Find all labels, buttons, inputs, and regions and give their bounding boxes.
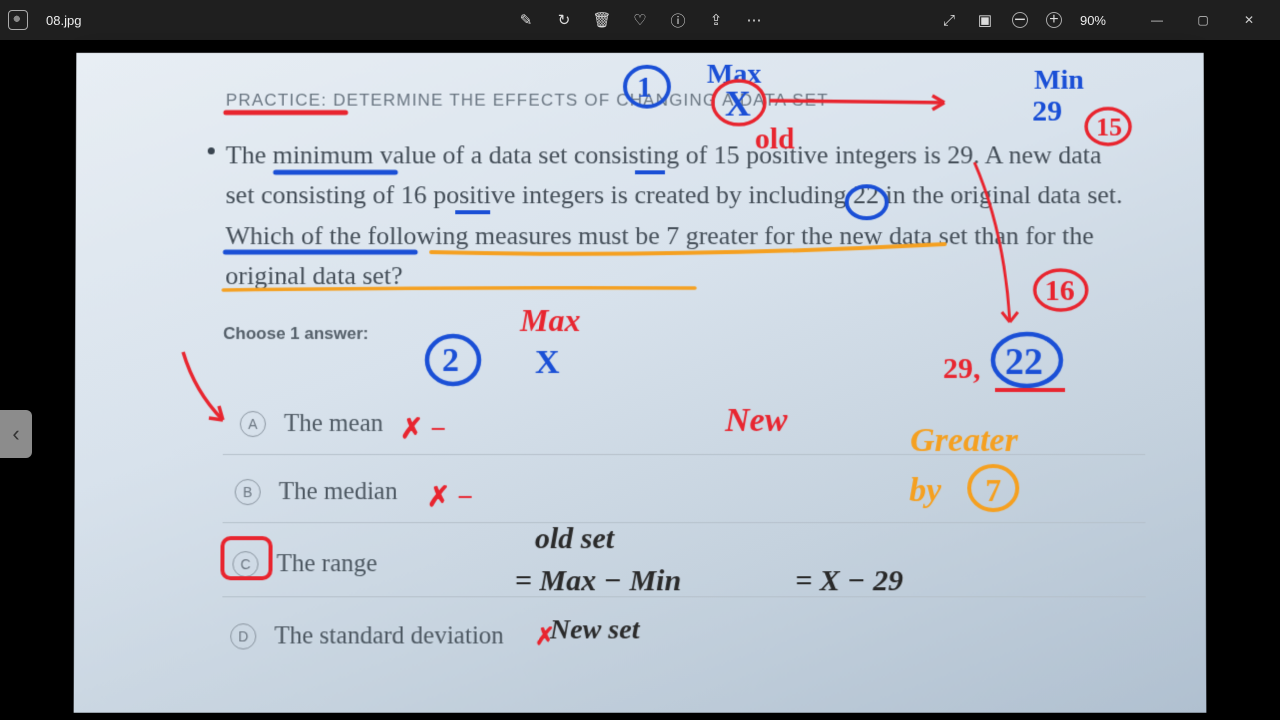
- edit-icon[interactable]: ✎: [517, 11, 535, 29]
- zoom-out-icon[interactable]: −: [1012, 12, 1028, 28]
- more-icon[interactable]: ⋯: [745, 11, 763, 29]
- maximize-button[interactable]: ▢: [1180, 4, 1226, 36]
- anno-29-top: 29: [1032, 95, 1062, 129]
- bullet: [208, 147, 215, 154]
- titlebar-center-toolbar: ✎ ↻ 🗑 ♡ ⓘ ⇪ ⋯: [517, 11, 763, 29]
- anno-xmark-d: ✗: [535, 622, 555, 651]
- minimize-button[interactable]: —: [1134, 4, 1180, 36]
- zoom-percentage: 90%: [1080, 13, 1106, 28]
- anno-two: 2: [442, 342, 459, 380]
- window-controls: — ▢ ✕: [1134, 4, 1272, 36]
- image-viewer: ‹ PRACTICE: DETERMINE THE EFFECTS OF CHA…: [0, 40, 1280, 720]
- answer-a-label: The mean: [284, 410, 383, 438]
- titlebar-left: 08.jpg: [8, 10, 81, 30]
- anno-xmark-b: ✗ −: [427, 480, 474, 514]
- practice-heading: PRACTICE: DETERMINE THE EFFECTS OF CHANG…: [226, 91, 829, 111]
- zoom-in-icon[interactable]: +: [1046, 12, 1062, 28]
- rotate-icon[interactable]: ↻: [555, 11, 573, 29]
- answer-d-label: The standard deviation: [274, 622, 504, 650]
- titlebar: 08.jpg ✎ ↻ 🗑 ♡ ⓘ ⇪ ⋯ ⤢ ▣ − + 90% — ▢ ✕: [0, 0, 1280, 40]
- anno-oldset: old set: [535, 522, 614, 556]
- titlebar-right: ⤢ ▣ − + 90% — ▢ ✕: [940, 4, 1272, 36]
- fullscreen-icon[interactable]: ⤢: [940, 11, 958, 29]
- anno-newset: New set: [550, 614, 640, 646]
- anno-formula2: = X − 29: [795, 564, 903, 598]
- delete-icon[interactable]: 🗑: [593, 11, 611, 29]
- answer-c-label: The range: [276, 550, 377, 578]
- filename-label: 08.jpg: [46, 13, 81, 28]
- answer-a-letter: A: [240, 411, 266, 437]
- choose-label: Choose 1 answer:: [223, 324, 368, 344]
- divider: [223, 522, 1146, 523]
- previous-image-button[interactable]: ‹: [0, 410, 32, 458]
- close-button[interactable]: ✕: [1226, 4, 1272, 36]
- info-icon[interactable]: ⓘ: [669, 11, 687, 29]
- divider: [222, 596, 1145, 597]
- anno-formula1: = Max − Min: [515, 564, 681, 598]
- divider: [223, 454, 1145, 455]
- answer-b-label: The median: [279, 478, 398, 506]
- anno-new: New: [725, 402, 787, 440]
- answer-a[interactable]: A The mean: [240, 410, 383, 438]
- anno-xmark-a: ✗ −: [400, 412, 446, 446]
- anno-22: 22: [1005, 340, 1043, 384]
- answer-d-letter: D: [230, 623, 256, 649]
- anno-max-mid: Max: [520, 302, 580, 339]
- answer-b[interactable]: B The median: [235, 478, 398, 506]
- anno-min: Min: [1034, 65, 1084, 97]
- share-icon[interactable]: ⇪: [707, 11, 725, 29]
- anno-29-mid: 29,: [943, 352, 981, 386]
- anno-seven: 7: [985, 472, 1001, 509]
- anno-x-mid: X: [535, 344, 560, 382]
- anno-by: by: [909, 472, 941, 510]
- displayed-image: PRACTICE: DETERMINE THE EFFECTS OF CHANG…: [74, 53, 1207, 713]
- favorite-icon[interactable]: ♡: [631, 11, 649, 29]
- answer-c[interactable]: C The range: [232, 550, 377, 578]
- photos-app-icon[interactable]: [8, 10, 28, 30]
- question-text: The minimum value of a data set consisti…: [225, 135, 1124, 296]
- answer-c-letter: C: [232, 551, 258, 577]
- answer-d[interactable]: D The standard deviation: [230, 622, 504, 650]
- answer-b-letter: B: [235, 479, 261, 505]
- slideshow-icon[interactable]: ▣: [976, 11, 994, 29]
- anno-max-top: Max: [707, 59, 761, 91]
